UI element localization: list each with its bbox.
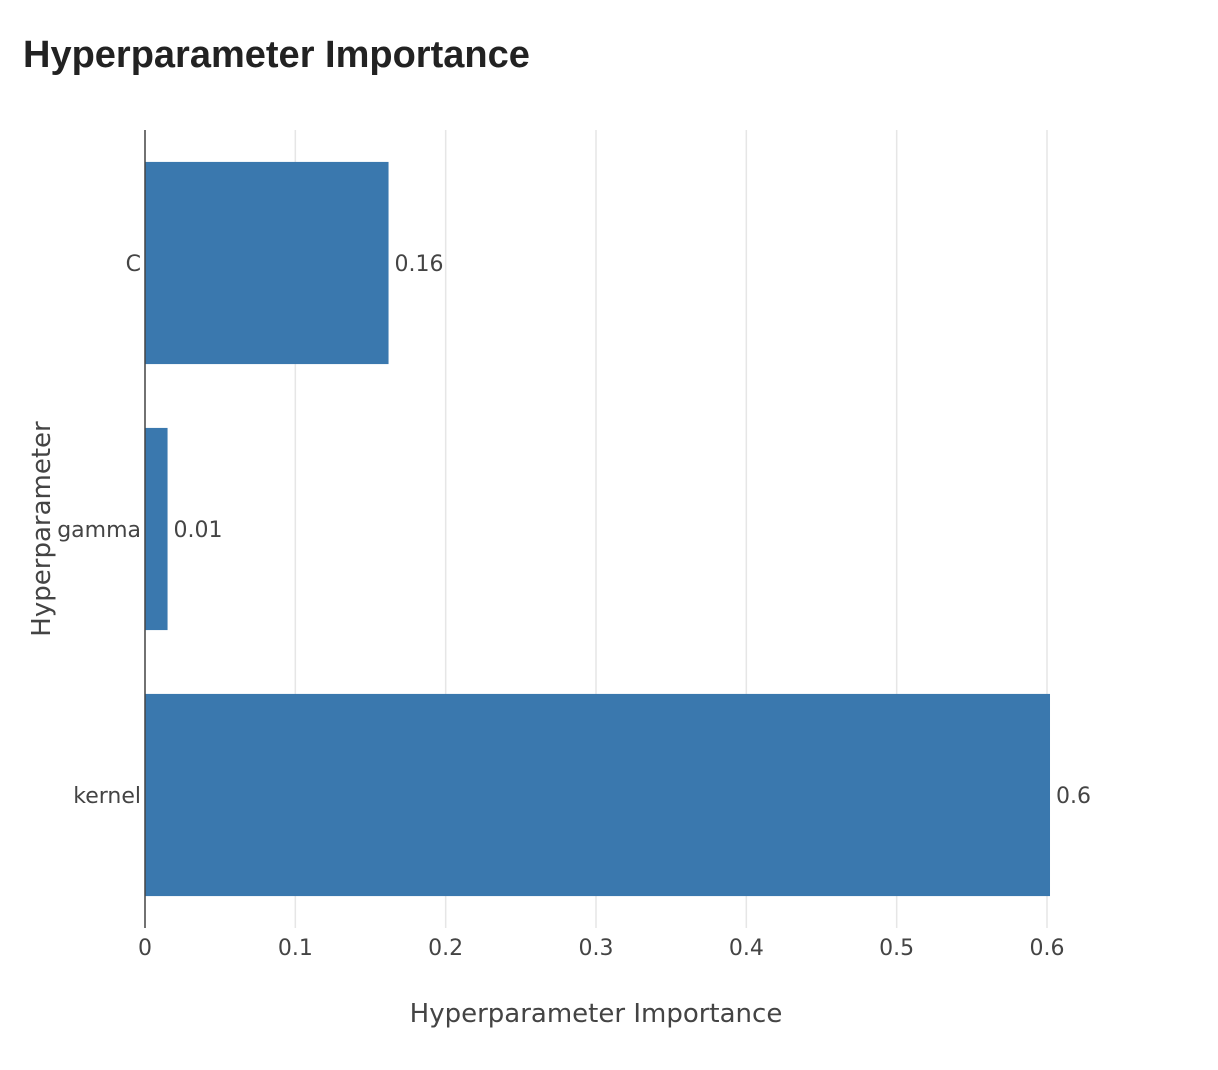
x-tick-label: 0.2	[428, 936, 463, 961]
y-tick-label: C	[126, 252, 141, 277]
x-axis-ticks: 0 0.1 0.2 0.3 0.4 0.5 0.6	[138, 936, 1065, 961]
bar[interactable]	[145, 161, 389, 365]
y-tick-label: gamma	[57, 518, 141, 543]
x-tick-label: 0.5	[879, 936, 914, 961]
x-tick-label: 0.6	[1030, 936, 1065, 961]
bar[interactable]	[145, 693, 1051, 897]
x-tick-label: 0.4	[729, 936, 764, 961]
y-axis-title: Hyperparameter	[27, 421, 57, 637]
chart-title: Hyperparameter Importance	[23, 34, 530, 76]
x-axis-title: Hyperparameter Importance	[410, 999, 783, 1029]
y-tick-label: kernel	[73, 784, 141, 809]
x-tick-label: 0.3	[579, 936, 614, 961]
data-label: 0.6	[1056, 784, 1091, 809]
bar[interactable]	[145, 427, 168, 631]
x-tick-label: 0	[138, 936, 152, 961]
data-label: 0.01	[174, 518, 223, 543]
data-labels: 0.16 0.01 0.6	[174, 252, 1091, 809]
x-tick-label: 0.1	[278, 936, 313, 961]
bars	[145, 161, 1051, 897]
data-label: 0.16	[395, 252, 444, 277]
